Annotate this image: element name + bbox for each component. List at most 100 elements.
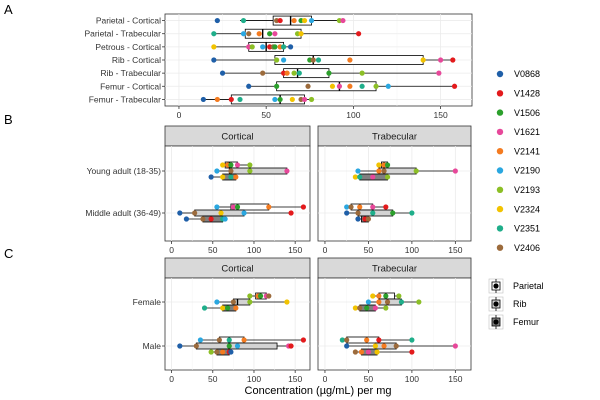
panel-c-femur-point-V1506 (225, 305, 231, 311)
legend-donor-label: V2406 (514, 243, 540, 253)
panel-c-rib-point-V0868 (344, 343, 350, 349)
panel-a-row-box (283, 68, 330, 79)
panel-c-femur-point-V1506 (364, 305, 370, 311)
panel-a-row-point-V1506 (277, 96, 283, 103)
panel-b-letter: B (4, 112, 13, 127)
legend-donor-label: V2141 (514, 146, 540, 156)
panel-b-rib-box (357, 209, 394, 217)
panel-c-strip-label: Cortical (221, 264, 253, 275)
legend-donor-dot-V2193 (496, 186, 504, 193)
panel-c-facet-1-bg (317, 277, 472, 371)
panel-b-femur-point-V2351 (357, 174, 363, 180)
panel-c-parietal-point-V2351 (226, 337, 232, 343)
legend-donor-dot-V2406 (496, 244, 504, 251)
panel-c-rib-point-V2324 (284, 299, 290, 305)
x-axis-title: Concentration (µg/mL) per mg (245, 385, 392, 397)
panel-a-row-point-V1621 (336, 83, 343, 89)
panel-a-row-point-V2351 (296, 70, 302, 76)
panel-a-row-point-V2406 (310, 57, 316, 63)
panel-b-parietal-point-V1506 (228, 162, 234, 168)
panel-b-rib-point-V0868 (344, 210, 350, 216)
panel-b-femur-point-V1428 (208, 216, 214, 222)
panel-b-parietal-point-V1428 (383, 204, 389, 210)
panel-b-parietal-point-V2193 (247, 162, 253, 168)
panel-c-rib-point-V2406 (193, 343, 199, 349)
panel-b-rib-point-V2193 (413, 168, 419, 174)
panel-b-rib-point-V2406 (381, 168, 387, 174)
panel-c-facet-0-x-tick-label: 0 (169, 374, 174, 384)
panel-a-x-tick-label: 0 (177, 110, 182, 120)
legend-bone-dot (493, 283, 499, 289)
panel-b-femur-point-V0868 (355, 216, 361, 222)
panel-b-parietal-point-V2406 (348, 204, 354, 210)
panel-c-parietal-point-V2324 (370, 293, 376, 299)
panel-a-row-point-V1621 (301, 96, 308, 103)
panel-c-facet-0-x-tick-label: 100 (247, 374, 261, 384)
panel-b-rib-point-V2324 (218, 210, 224, 216)
panel-c-femur-point-V2406 (357, 305, 363, 311)
panel-b-parietal-point-V2141 (357, 204, 363, 210)
panel-b-parietal-point-V1621 (230, 204, 236, 210)
panel-c-parietal-point-V2190 (197, 337, 204, 343)
panel-a-row-point-V0868 (246, 83, 252, 89)
panel-c-facet-1-x-tick-label: 0 (323, 374, 328, 384)
panel-b-parietal-point-V1621 (234, 162, 241, 168)
legend-donor-label: V0868 (514, 69, 540, 79)
panel-c-femur-point-V0868 (228, 349, 234, 355)
panel-b-facet-1-x-tick-label: 50 (364, 245, 374, 255)
panel-c-femur-point-V2193 (208, 349, 214, 355)
panel-c-femur-point-V2324 (220, 305, 226, 311)
panel-c-facet-1 (317, 277, 472, 371)
panel-a-row-point-V2190 (281, 57, 287, 63)
panel-c-parietal-point-V2351 (409, 337, 415, 343)
panel-c-rib-point-V2141 (376, 299, 382, 305)
panel-c-rib-point-V2324 (372, 343, 378, 349)
panel-b-femur-point-V2406 (365, 216, 372, 222)
panel-b-rib-point-V1621 (452, 168, 458, 174)
legend-donor-label: V2190 (514, 166, 540, 176)
legend-donor-label: V1621 (514, 127, 540, 137)
panel-b-facet-1-bg (317, 145, 472, 242)
panel-a-row-point-V1621 (272, 31, 278, 37)
panel-c-row-label: Female (133, 297, 162, 307)
panel-c-parietal-point-V2193 (396, 293, 402, 299)
panel-a-row-label: Parietal - Trabecular (84, 29, 161, 39)
panel-a-x-tick-label: 50 (261, 110, 271, 120)
panel-b-rib-point-V2406 (355, 210, 361, 216)
panel-a-row-point-V2193 (249, 44, 255, 50)
panel-a-row-point-V1428 (228, 96, 234, 103)
panel-a-row-point-V2324 (211, 44, 217, 50)
legend-donor-dot-V1428 (496, 90, 504, 97)
panel-c-femur-point-V2351 (201, 305, 208, 311)
panel-c-rib-point-V2351 (398, 299, 405, 305)
panel-b-femur-point-V0868 (183, 216, 190, 222)
panel-a-row-point-V1621 (436, 70, 442, 76)
panel-c-parietal-point-V2406 (266, 293, 272, 299)
panel-a-row-point-V2190 (272, 96, 278, 103)
panel-b-femur-point-V2406 (200, 216, 206, 222)
bone-legend: Parietal Rib Femur (488, 278, 544, 330)
panel-c-femur-point-V2141 (220, 349, 226, 355)
panel-c-femur-point-V2141 (358, 349, 365, 355)
panel-a-row-point-V2351 (237, 96, 243, 103)
panel-b-facet-0-x-tick-label: 150 (288, 245, 302, 255)
panel-a-row-point-V1428 (277, 17, 283, 24)
panel-b-facet-0-bg (164, 145, 311, 242)
panel-a-row-point-V1506 (326, 70, 332, 76)
panel-c-rib-point-V1506 (226, 343, 232, 349)
panel-b-rib-point-V2351 (409, 210, 415, 216)
panel-a-row-point-V2193 (291, 70, 297, 76)
panel-c-rib-point-V1621 (452, 343, 458, 349)
panel-a-row-point-V0868 (219, 70, 226, 76)
panel-c-facet-1-x-tick-label: 50 (364, 374, 374, 384)
legend-donor-label: V2324 (514, 204, 540, 214)
panel-a-row-point-V2190 (385, 83, 391, 89)
panel-c-facet-0-x-tick-label: 50 (208, 374, 218, 384)
panel-b-rib-point-V2190 (241, 210, 247, 216)
panel-a-row-point-V1506 (274, 83, 280, 89)
panel-c-parietal-point-V1506 (383, 293, 389, 299)
panel-b-rib-point-V2406 (192, 210, 198, 216)
panel-b-facet-1-x-tick-label: 100 (405, 245, 419, 255)
panel-b-femur-point-V1621 (370, 174, 376, 180)
